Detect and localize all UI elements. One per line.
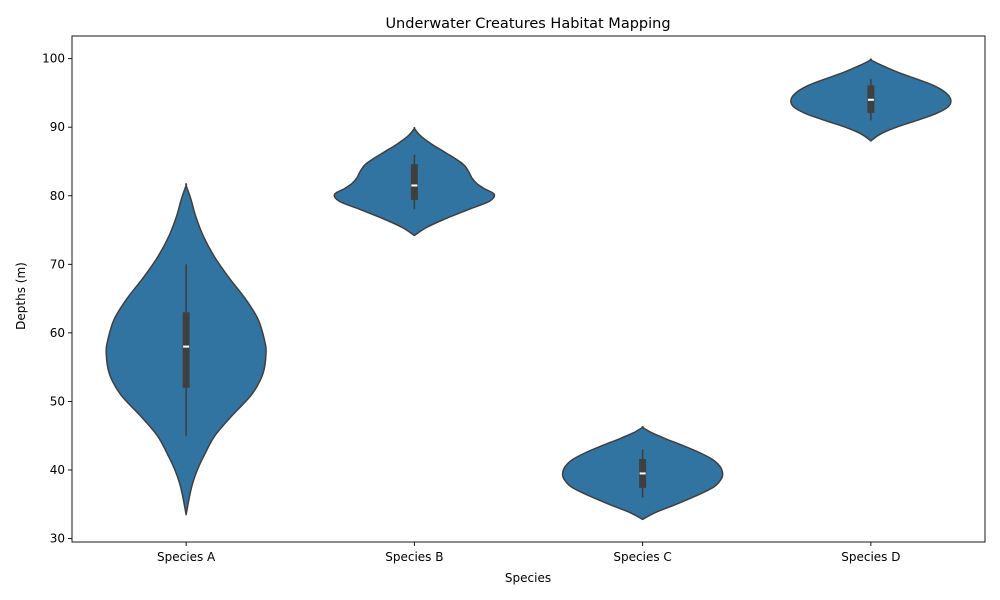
- violin-median: [867, 98, 874, 101]
- y-tick-label: 90: [50, 120, 65, 134]
- x-tick-label: Species C: [613, 550, 671, 564]
- y-tick-label: 30: [50, 532, 65, 546]
- x-tick-label: Species D: [841, 550, 900, 564]
- y-tick-label: 60: [50, 326, 65, 340]
- x-axis-label: Species: [505, 571, 551, 585]
- y-tick-label: 50: [50, 394, 65, 408]
- violin-median: [411, 184, 418, 187]
- x-axis: Species A Species B Species C Species D: [157, 542, 901, 564]
- plot-frame: [71, 35, 986, 543]
- y-axis: 30 40 50 60 70 80 90 100: [42, 52, 72, 546]
- boxes-layer: [182, 79, 875, 498]
- y-tick-label: 100: [42, 52, 65, 66]
- x-tick-label: Species A: [157, 550, 216, 564]
- violin-iqr-box: [182, 312, 190, 388]
- violin-median: [639, 472, 646, 475]
- y-tick-label: 70: [50, 257, 65, 271]
- violins-layer: [105, 58, 952, 521]
- violin-iqr-box: [410, 164, 418, 200]
- x-tick-label: Species B: [385, 550, 443, 564]
- y-axis-label: Depths (m): [14, 262, 28, 330]
- violin-median: [183, 345, 190, 348]
- y-tick-label: 80: [50, 189, 65, 203]
- y-tick-label: 40: [50, 463, 65, 477]
- chart-title: Underwater Creatures Habitat Mapping: [385, 16, 670, 32]
